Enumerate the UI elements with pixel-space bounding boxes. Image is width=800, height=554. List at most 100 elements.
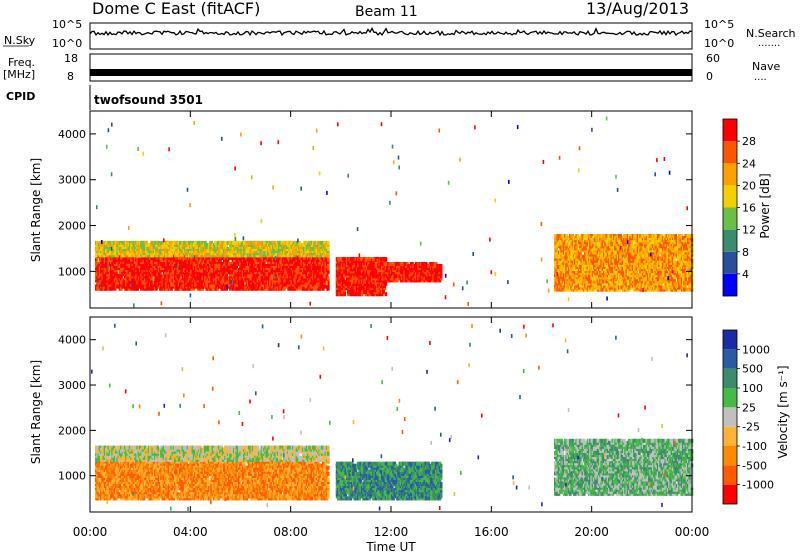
echo-cell	[579, 285, 582, 290]
echo-cell	[574, 273, 577, 278]
echo-cell	[143, 264, 147, 268]
echo-cell	[555, 283, 558, 288]
echo-cell	[157, 245, 161, 249]
echo-cell	[290, 253, 294, 258]
echo-cell	[407, 272, 410, 277]
echo-cell	[581, 285, 585, 290]
freq-tick-bottom: 8	[67, 70, 74, 83]
echo-cell	[284, 251, 287, 256]
echo-cell	[589, 256, 592, 261]
echo-cell	[574, 277, 577, 282]
echo-cell	[113, 280, 117, 285]
echo-cell	[556, 267, 560, 271]
echo-cell	[125, 247, 128, 252]
echo-cell	[436, 264, 439, 268]
echo-cell	[179, 240, 182, 245]
echo-cell	[581, 254, 585, 259]
echo-cell	[567, 240, 571, 245]
echo-cell	[269, 253, 272, 258]
echo-cell	[215, 282, 218, 287]
echo-cell	[220, 240, 223, 245]
echo-cell	[383, 286, 387, 290]
echo-cell	[327, 247, 330, 252]
echo-cell	[253, 253, 256, 258]
echo-cell	[116, 245, 119, 249]
echo-cell	[269, 251, 272, 256]
echo-cell	[125, 282, 128, 287]
echo-cell	[584, 240, 587, 245]
nsky-tick-bottom: 10^0	[52, 37, 82, 50]
echo-cell	[411, 270, 414, 275]
echo-cell	[353, 259, 356, 264]
echo-cell	[120, 266, 123, 271]
echo-cell	[584, 250, 587, 255]
echo-cell	[556, 277, 560, 282]
echo-cell	[131, 253, 134, 258]
echo-cell	[586, 246, 590, 251]
echo-cell	[350, 292, 354, 297]
echo-cell	[296, 266, 300, 271]
echo-cell	[384, 292, 388, 297]
echo-cell	[264, 264, 267, 268]
echo-cell	[125, 251, 128, 256]
station-title: Dome C East (fitACF)	[92, 0, 260, 18]
echo-cell	[584, 269, 587, 274]
echo-cell	[389, 262, 393, 266]
nave-label: Nave	[752, 60, 780, 73]
echo-cell	[319, 272, 323, 277]
echo-cell	[335, 259, 339, 264]
echo-cell	[256, 240, 260, 245]
echo-cell	[571, 285, 575, 290]
echo-cell	[360, 275, 364, 280]
echo-cell	[264, 282, 267, 287]
echo-cell	[135, 262, 138, 266]
echo-cell	[269, 276, 272, 281]
echo-cell	[231, 259, 235, 264]
echo-cell	[571, 269, 575, 274]
echo-cell	[120, 242, 123, 247]
echo-cell	[122, 282, 126, 287]
echo-cell	[251, 280, 255, 285]
echo-cell	[256, 245, 260, 249]
echo-cell	[571, 279, 575, 284]
echo-cell	[209, 245, 212, 249]
nave-tick-bottom: 0	[706, 70, 713, 83]
echo-cell	[152, 280, 156, 285]
echo-cell	[567, 256, 571, 261]
echo-cell	[263, 259, 266, 264]
echo-cell	[219, 276, 222, 281]
echo-cell	[579, 240, 582, 245]
echo-cell	[584, 256, 587, 261]
echo-cell	[136, 286, 139, 291]
echo-cell	[584, 252, 587, 257]
echo-cell	[585, 283, 588, 288]
echo-cell	[175, 280, 178, 285]
echo-cell	[258, 251, 261, 256]
echo-cell	[270, 286, 274, 291]
echo-cell	[572, 283, 576, 288]
echo-cell	[409, 272, 413, 277]
echo-cell	[142, 245, 146, 249]
echo-cell	[295, 282, 299, 287]
echo-cell	[327, 286, 330, 291]
echo-cell	[270, 276, 274, 281]
echo-cell	[565, 240, 568, 245]
echo-cell	[570, 254, 573, 259]
echo-cell	[125, 272, 128, 277]
echo-cell	[310, 270, 314, 275]
echo-cell	[122, 247, 126, 252]
echo-cell	[127, 286, 131, 291]
echo-cell	[258, 270, 261, 275]
echo-cell	[571, 277, 575, 282]
echo-cell	[571, 262, 575, 267]
echo-cell	[343, 286, 346, 290]
echo-cell	[256, 282, 260, 287]
echo-cell	[303, 253, 306, 258]
echo-cell	[399, 266, 403, 271]
echo-cell	[268, 255, 271, 260]
echo-cell	[155, 259, 158, 264]
echo-cell	[587, 279, 591, 284]
echo-cell	[343, 261, 346, 266]
echo-cell	[293, 259, 296, 264]
echo-cell	[240, 278, 244, 283]
